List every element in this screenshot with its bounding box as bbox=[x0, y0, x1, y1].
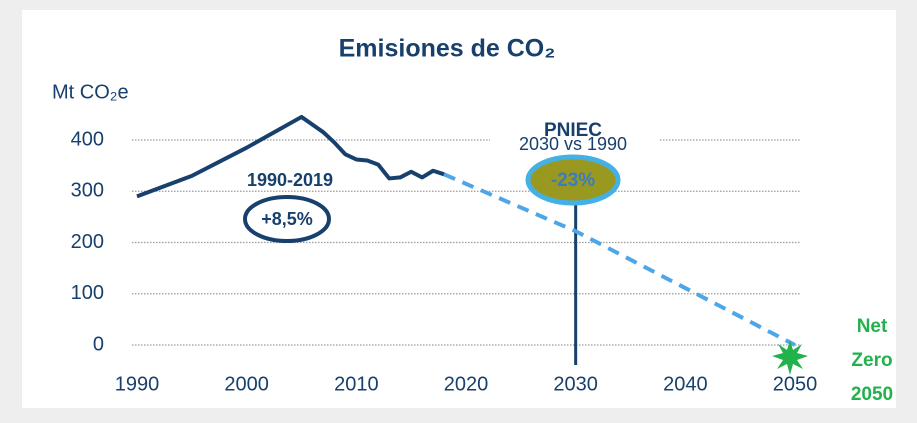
x-tick-label: 2000 bbox=[224, 373, 269, 395]
highlight-ellipse bbox=[243, 195, 331, 243]
y-axis-label: Mt CO₂e bbox=[52, 81, 129, 103]
label-backdrop bbox=[490, 130, 660, 152]
annotation: Zero bbox=[851, 350, 892, 371]
x-tick-label: 2010 bbox=[334, 373, 379, 395]
annotation: Net bbox=[857, 316, 888, 337]
highlight-ellipse bbox=[525, 154, 621, 206]
annotation: 1990-2019 bbox=[247, 170, 333, 190]
annotation: 2050 bbox=[851, 384, 893, 405]
series-line bbox=[136, 114, 445, 199]
x-tick-label: 1990 bbox=[115, 373, 160, 395]
y-tick-label: 300 bbox=[71, 180, 104, 202]
goal-star bbox=[772, 340, 808, 375]
y-tick-label: 200 bbox=[71, 231, 104, 253]
panel bbox=[22, 10, 896, 408]
annotation: -23% bbox=[551, 170, 595, 191]
chart-title: Emisiones de CO₂ bbox=[339, 35, 556, 63]
x-tick-label: 2020 bbox=[444, 373, 489, 395]
x-tick-label: 2040 bbox=[663, 373, 708, 395]
series-line bbox=[443, 172, 796, 347]
x-tick-label: 2030 bbox=[553, 373, 598, 395]
annotation: 2030 vs 1990 bbox=[519, 134, 627, 154]
y-tick-label: 0 bbox=[93, 333, 104, 355]
y-tick-label: 400 bbox=[71, 128, 104, 150]
y-tick-label: 100 bbox=[71, 282, 104, 304]
annotation: PNIEC bbox=[544, 120, 602, 141]
annotation: +8,5% bbox=[261, 209, 313, 229]
x-tick-label: 2050 bbox=[773, 373, 818, 395]
